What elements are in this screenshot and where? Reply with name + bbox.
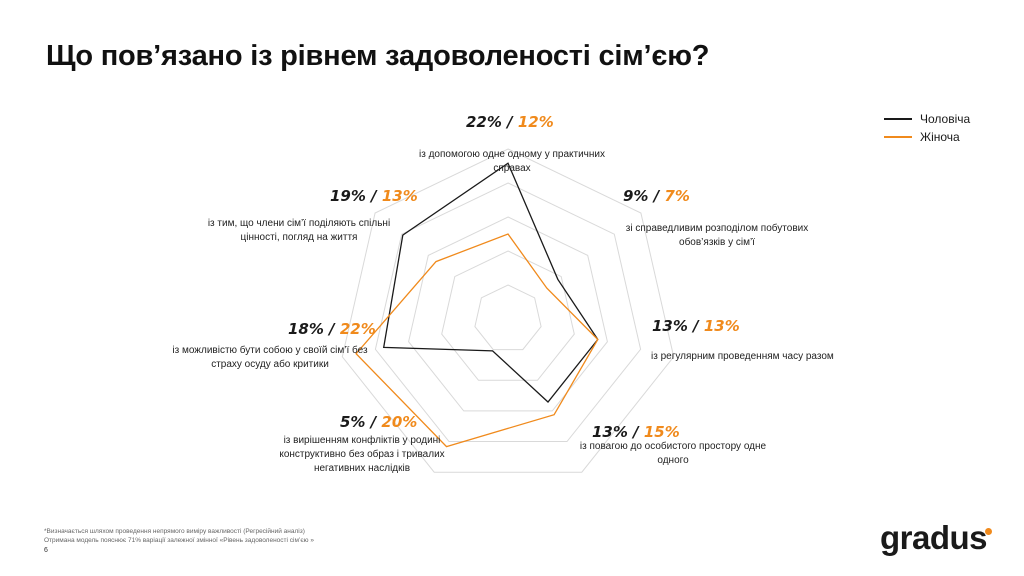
page-number: 6 — [44, 547, 48, 554]
axis-4-women-value: 20% — [381, 413, 418, 431]
axis-2-label: із регулярним проведенням часу разом — [651, 350, 861, 364]
axis-5-men-value: 18% — [288, 320, 324, 338]
axis-6-values: 19% / 13% — [330, 187, 418, 205]
axis-4-values: 5% / 20% — [340, 413, 418, 431]
legend-item-men: Чоловіча — [884, 110, 970, 128]
axis-6-label: із тим, що члени сім’ї поділяють спільні… — [192, 217, 406, 245]
axis-0-label: із допомогою одне одному у практичних сп… — [402, 148, 622, 176]
axis-6-label-line: цінності, погляд на життя — [240, 232, 358, 243]
legend-line-women — [884, 136, 912, 138]
axis-5-label: із можливістю бути собою у своїй сім’ї б… — [160, 344, 380, 372]
legend-item-women: Жіноча — [884, 128, 970, 146]
axis-0-label-line: справах — [493, 163, 531, 174]
axis-2-label-line: із регулярним проведенням часу разом — [651, 351, 834, 362]
axis-3-label: із повагою до особистого простору одне о… — [570, 440, 776, 468]
axis-1-women-value: 7% — [664, 187, 690, 205]
axis-3-men-value: 13% — [592, 423, 628, 441]
grid-ring — [441, 250, 575, 381]
gradus-logo: gradus — [880, 519, 988, 556]
axis-4-label-line: негативних наслідків — [313, 463, 411, 474]
axis-4-label-line: із вирішенням конфліктів у родині — [283, 435, 441, 446]
axis-4-label-line: конструктивно без образ і тривалих — [279, 449, 445, 460]
axis-2-men-value: 13% — [652, 317, 688, 335]
axis-4-men-value: 5% — [340, 413, 366, 431]
footnote-line: Отримана модель пояснює 71% варіації зал… — [44, 537, 314, 544]
chart-legend: Чоловіча Жіноча — [884, 110, 970, 146]
axis-2-women-value: 13% — [703, 317, 740, 335]
axis-5-values: 18% / 22% — [288, 320, 376, 338]
axis-2-values: 13% / 13% — [652, 317, 740, 335]
axis-3-label-line: одного — [657, 455, 689, 466]
legend-line-men — [884, 118, 912, 120]
axis-0-men-value: 22% — [466, 113, 502, 131]
axis-1-label-line: обов’язків у сім’ї — [679, 237, 755, 248]
logo-dot-icon — [985, 528, 992, 535]
axis-6-women-value: 13% — [381, 187, 418, 205]
axis-5-women-value: 22% — [339, 320, 376, 338]
axis-5-label-line: із можливістю бути собою у своїй сім’ї б… — [172, 345, 368, 356]
page-title: Що пов’язано із рівнем задоволеності сім… — [46, 40, 710, 72]
legend-label-women: Жіноча — [920, 130, 960, 144]
axis-3-values: 13% / 15% — [592, 423, 680, 441]
axis-4-label: із вирішенням конфліктів у родині констр… — [262, 434, 462, 476]
axis-1-label-line: зі справедливим розподілом побутових — [625, 223, 809, 234]
legend-label-men: Чоловіча — [920, 112, 971, 126]
axis-3-label-line: із повагою до особистого простору одне — [579, 441, 767, 452]
axis-6-men-value: 19% — [330, 187, 366, 205]
axis-3-women-value: 15% — [643, 423, 680, 441]
axis-1-values: 9% / 7% — [623, 187, 690, 205]
footnote-line: *Визначається шляхом проведення непрямог… — [44, 528, 305, 535]
grid-ring — [474, 284, 542, 351]
axis-5-label-line: страху осуду або критики — [211, 359, 329, 370]
axis-0-values: 22% / 12% — [466, 113, 554, 131]
grid-ring — [408, 216, 608, 412]
grid-ring — [374, 182, 642, 442]
axis-1-men-value: 9% — [623, 187, 649, 205]
axis-6-label-line: із тим, що члени сім’ї поділяють спільні — [207, 218, 391, 229]
footnote: *Визначається шляхом проведення непрямог… — [44, 527, 314, 545]
axis-0-label-line: із допомогою одне одному у практичних — [418, 149, 605, 160]
grid-ring — [341, 148, 675, 473]
axis-1-label: зі справедливим розподілом побутових обо… — [612, 222, 822, 250]
series-women-line — [355, 233, 599, 448]
series-men-line — [382, 162, 599, 403]
axis-0-women-value: 12% — [517, 113, 554, 131]
